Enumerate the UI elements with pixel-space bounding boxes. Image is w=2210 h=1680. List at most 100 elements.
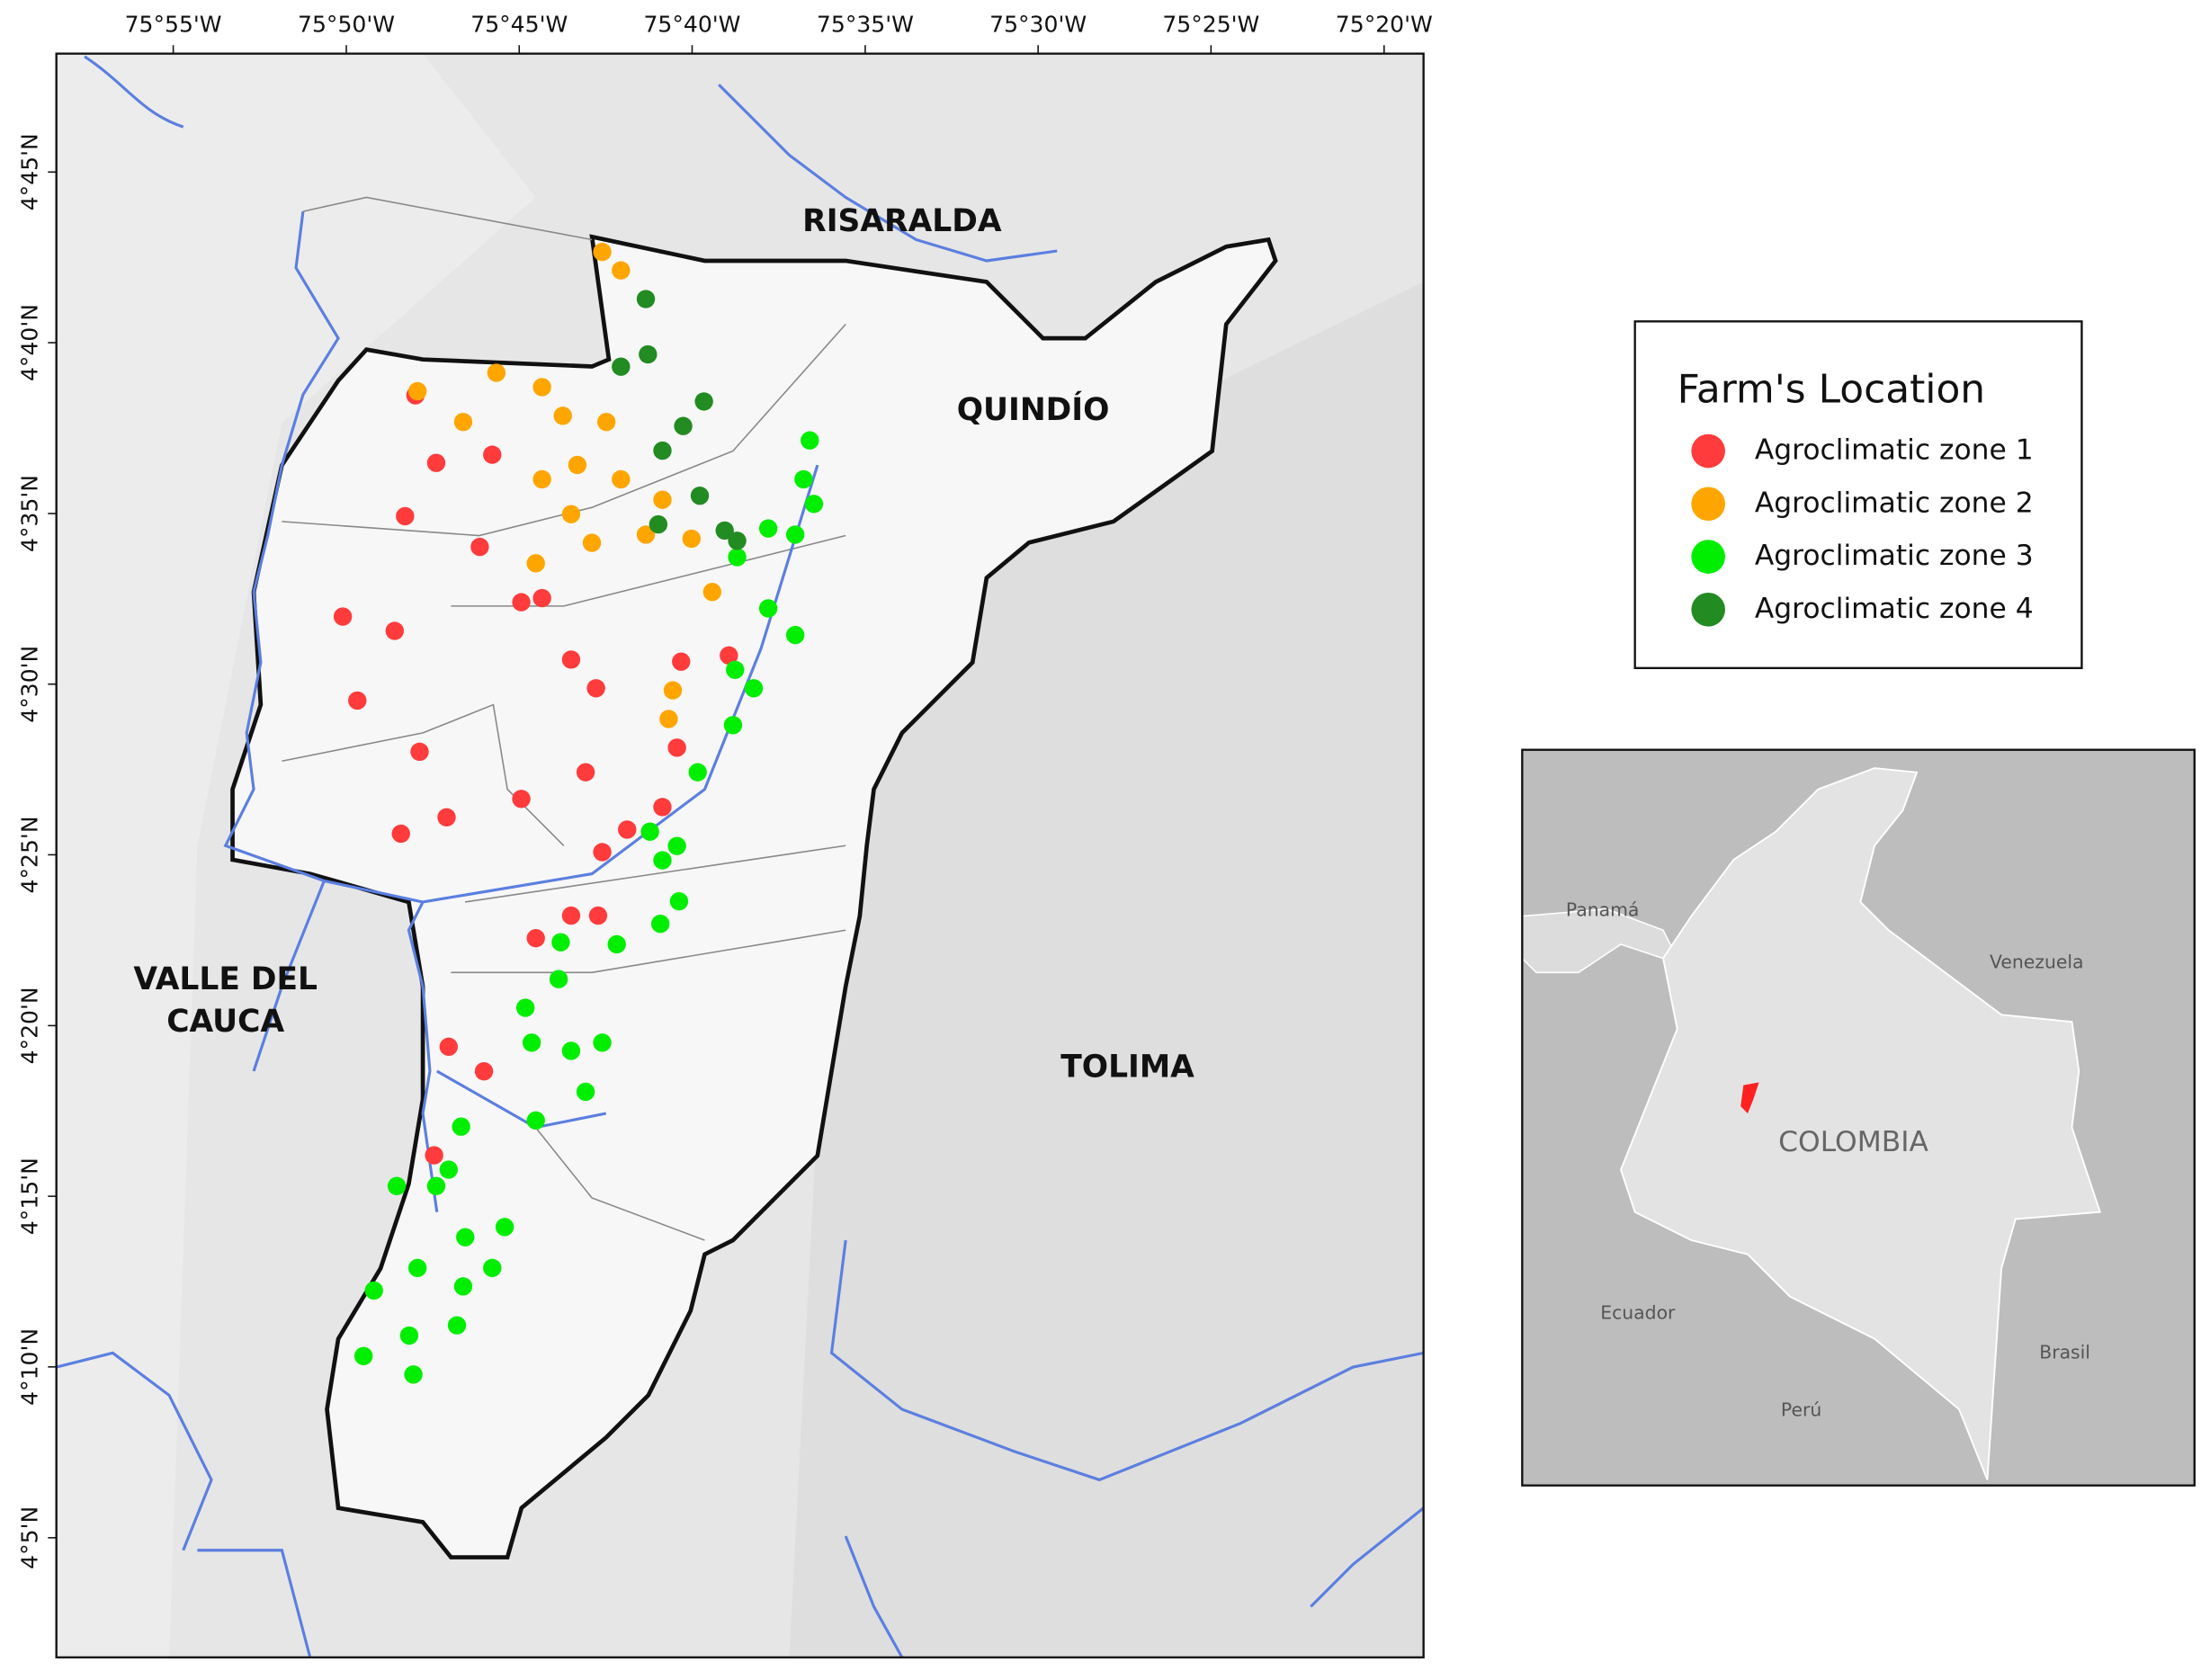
farm-point xyxy=(653,798,672,817)
farm-point xyxy=(487,363,506,382)
farm-point xyxy=(512,593,531,612)
farm-point xyxy=(653,490,672,509)
coordinate-ticks: 75°55'W 75°50'W 75°45'W 75°40'W 75°35'W 75°30… xyxy=(16,11,1432,1569)
farm-point xyxy=(561,505,581,523)
farm-point xyxy=(561,650,581,669)
farm-point xyxy=(387,1176,407,1195)
x-tick-label: 75°35'W xyxy=(817,11,914,37)
x-tick-label: 75°40'W xyxy=(643,11,740,37)
region-label: RISARALDA xyxy=(802,203,1002,239)
farm-point xyxy=(410,742,429,762)
farm-point xyxy=(437,808,456,827)
y-tick-label: 4°20'N xyxy=(16,987,42,1064)
farm-point xyxy=(801,431,819,450)
y-tick-label: 4°40'N xyxy=(16,304,42,381)
farm-point xyxy=(399,1326,419,1345)
farm-point xyxy=(404,1365,423,1384)
farm-point xyxy=(649,514,668,534)
y-tick-label: 4°15'N xyxy=(16,1157,42,1235)
farm-point xyxy=(715,521,734,541)
farm-point xyxy=(667,738,686,757)
farm-point xyxy=(425,1146,443,1165)
farm-point xyxy=(439,1160,458,1179)
farm-point xyxy=(726,660,745,679)
x-tick-label: 75°25'W xyxy=(1162,11,1259,37)
farm-point xyxy=(561,906,581,925)
y-tick-label: 4°35'N xyxy=(16,475,42,552)
farm-point xyxy=(758,519,778,538)
farm-point xyxy=(612,357,631,376)
municipal-boundaries xyxy=(282,196,846,1241)
x-tick-label: 75°50'W xyxy=(298,11,395,37)
farm-point xyxy=(522,1033,541,1052)
farm-point xyxy=(407,381,427,401)
farm-point xyxy=(588,906,608,925)
farm-point xyxy=(785,525,805,544)
farm-point xyxy=(576,1082,595,1102)
farm-points xyxy=(333,242,824,1384)
x-tick-label: 75°20'W xyxy=(1336,11,1433,37)
farm-point xyxy=(663,681,683,700)
inset-country-label: COLOMBIA xyxy=(1778,1126,1928,1158)
farm-point xyxy=(640,822,659,841)
y-tick-label: 4°25'N xyxy=(16,816,42,893)
farm-point xyxy=(639,344,658,364)
panama xyxy=(1522,907,1687,975)
farm-point xyxy=(549,970,568,988)
inset-neighbor-label: Venezuela xyxy=(1990,951,2084,972)
legend-label: Agroclimatic zone 4 xyxy=(1755,593,2034,625)
y-tick-label: 4°10'N xyxy=(16,1328,42,1406)
farm-point xyxy=(720,646,738,666)
farm-point xyxy=(456,1228,475,1247)
legend-items: Agroclimatic zone 1 Agroclimatic zone 2 Ag… xyxy=(1691,434,2034,627)
farm-point xyxy=(593,843,612,862)
farm-point xyxy=(659,710,678,728)
y-tick-label: 4°30'N xyxy=(16,646,42,723)
farm-point xyxy=(690,486,710,505)
farm-point xyxy=(728,548,747,567)
farm-point xyxy=(364,1281,383,1300)
farm-point xyxy=(593,1033,612,1052)
inset-map: COLOMBIA Panamá Venezuela Ecuador Perú Brasil xyxy=(1522,749,2195,1486)
inset-labels: COLOMBIA Panamá Venezuela Ecuador Perú Brasil xyxy=(1566,898,2090,1420)
rivers xyxy=(56,55,1424,1658)
map-frame xyxy=(55,52,1425,1659)
farm-point xyxy=(474,1062,494,1081)
farm-point xyxy=(495,1218,514,1237)
farm-point xyxy=(744,679,764,698)
farm-point xyxy=(672,652,691,671)
farm-point xyxy=(728,532,747,550)
farm-point xyxy=(612,261,631,280)
farm-point xyxy=(452,1117,470,1136)
farm-point xyxy=(618,820,637,839)
inset-neighbor-label: Panamá xyxy=(1566,898,1640,920)
farm-point xyxy=(794,469,813,489)
farm-point xyxy=(526,554,545,573)
farm-point xyxy=(612,469,631,489)
farm-point xyxy=(650,915,670,934)
legend-label: Agroclimatic zone 1 xyxy=(1755,434,2034,467)
farm-point xyxy=(348,691,367,710)
x-tick-label: 75°45'W xyxy=(470,11,568,37)
farm-point xyxy=(653,851,672,870)
farm-point xyxy=(688,763,707,782)
x-tick-label: 75°30'W xyxy=(989,11,1087,37)
farm-point xyxy=(439,1037,458,1057)
farm-point xyxy=(447,1316,467,1335)
region-labels: RISARALDA QUINDÍO VALLE DEL CAUCA TOLIMA xyxy=(133,203,1194,1085)
department-boundary xyxy=(230,234,1278,1559)
farm-point xyxy=(551,933,570,952)
farm-point xyxy=(636,525,656,544)
farm-point xyxy=(586,679,605,698)
farm-point xyxy=(593,242,612,262)
farm-point xyxy=(333,607,353,626)
legend-title: Farm's Location xyxy=(1678,367,1985,413)
farm-point xyxy=(396,506,415,526)
farm-point xyxy=(532,378,551,397)
legend-label: Agroclimatic zone 2 xyxy=(1755,487,2034,519)
legend-marker xyxy=(1691,592,1725,627)
farm-point xyxy=(636,290,656,308)
legend-label: Agroclimatic zone 3 xyxy=(1755,540,2034,572)
